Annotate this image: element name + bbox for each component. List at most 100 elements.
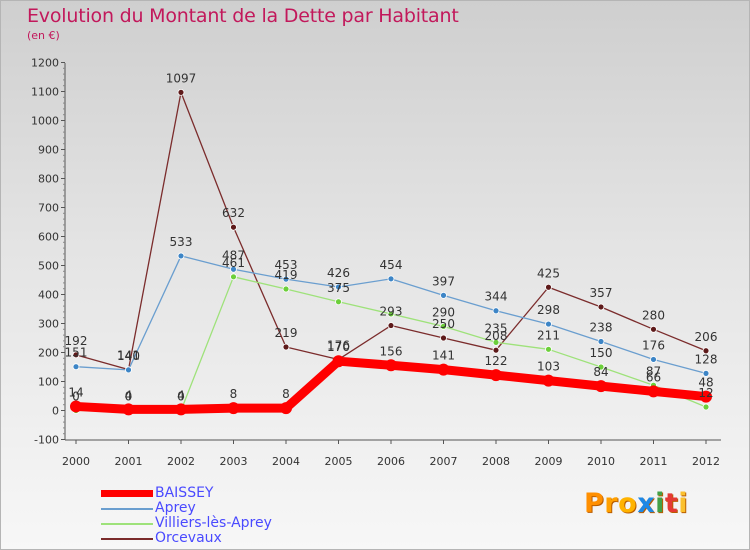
data-label: 425 [537,266,560,280]
data-label: 211 [537,328,560,342]
data-point [72,351,80,359]
data-label: 293 [380,305,403,319]
data-point [492,346,500,354]
data-point [230,265,237,273]
logo-letter: i [678,488,689,519]
data-label: 151 [65,346,88,360]
data-point [545,320,552,328]
data-label: 235 [485,321,508,335]
x-tick-label: 2006 [377,455,405,468]
x-tick-label: 2012 [692,455,720,468]
legend-label: Villiers-lès-Aprey [155,515,272,531]
x-tick-label: 2001 [115,455,143,468]
data-point [282,275,290,283]
data-label: 156 [380,344,403,358]
y-tick-label: 800 [38,173,59,186]
data-label: 238 [590,320,613,334]
data-label: 0 [125,390,133,404]
data-point [282,343,290,351]
data-label: 122 [485,354,508,368]
data-label: 14 [68,385,83,399]
data-label: 208 [485,329,508,343]
data-point [175,403,187,416]
y-tick-label: 200 [38,347,59,360]
y-tick-label: 100 [38,376,59,389]
data-label: 4 [177,388,185,402]
x-tick-label: 2004 [272,455,300,468]
data-label: 219 [275,326,298,340]
logo-letter: t [664,488,679,519]
data-label: 8 [282,387,290,401]
data-point [230,223,237,231]
data-point [597,363,605,371]
y-tick-label: 1200 [31,57,59,70]
data-point [702,403,710,411]
data-point [177,88,185,96]
legend-label: Orcevaux [155,530,222,546]
data-label: 290 [432,305,455,319]
data-label: 206 [695,330,718,344]
data-label: 66 [646,370,661,384]
proxiti-logo: Proxiti [584,488,688,519]
y-tick-label: 700 [38,202,59,215]
legend-swatch [101,508,153,510]
data-label: 0 [72,390,80,404]
data-point [387,310,395,318]
data-point [545,283,552,291]
logo-letter: o [618,488,638,519]
data-point [702,369,710,377]
data-label: 533 [170,235,193,249]
data-point [702,347,710,355]
y-tick-label: 1000 [31,115,59,128]
data-point [122,403,135,416]
data-point [490,369,502,382]
data-label: 140 [117,349,140,363]
data-point [385,359,397,372]
data-point [597,303,605,311]
data-point [335,283,342,291]
data-label: 87 [646,364,661,378]
x-tick-label: 2003 [220,455,248,468]
data-point [230,273,237,281]
data-label: 419 [275,268,298,282]
y-tick-label: 0 [52,405,59,418]
data-label: 176 [327,338,350,352]
data-point [440,291,447,299]
data-point [595,380,607,393]
data-point [700,390,712,403]
data-label: 8 [230,387,238,401]
data-point [227,402,240,415]
data-label: 461 [222,256,245,270]
data-point [280,402,292,415]
logo-letter: r [604,488,619,519]
legend-label: Aprey [155,500,196,516]
x-tick-label: 2011 [640,455,668,468]
data-label: 632 [222,206,245,220]
data-label: 426 [327,266,350,280]
y-tick-label: 600 [38,231,59,244]
data-label: 453 [275,258,298,272]
x-tick-label: 2009 [535,455,563,468]
data-label: 192 [65,334,88,348]
x-tick-label: 2002 [167,455,195,468]
x-tick-label: 2007 [430,455,458,468]
legend-label: BAISSEY [155,485,214,501]
data-point [440,322,447,330]
x-tick-label: 2008 [482,455,510,468]
data-point [492,307,500,315]
data-label: 1097 [166,71,197,85]
y-tick-label: 500 [38,260,59,273]
logo-letter: i [655,488,665,519]
x-tick-label: 2000 [62,455,90,468]
y-tick-label: -100 [34,434,59,447]
data-point [332,355,345,368]
data-label: 12 [698,386,713,400]
data-point [542,374,555,387]
legend-swatch [101,538,153,540]
data-point [437,363,450,376]
legend-swatch [101,490,153,497]
y-tick-label: 300 [38,318,59,331]
data-label: 170 [327,340,350,354]
data-point [492,338,500,346]
